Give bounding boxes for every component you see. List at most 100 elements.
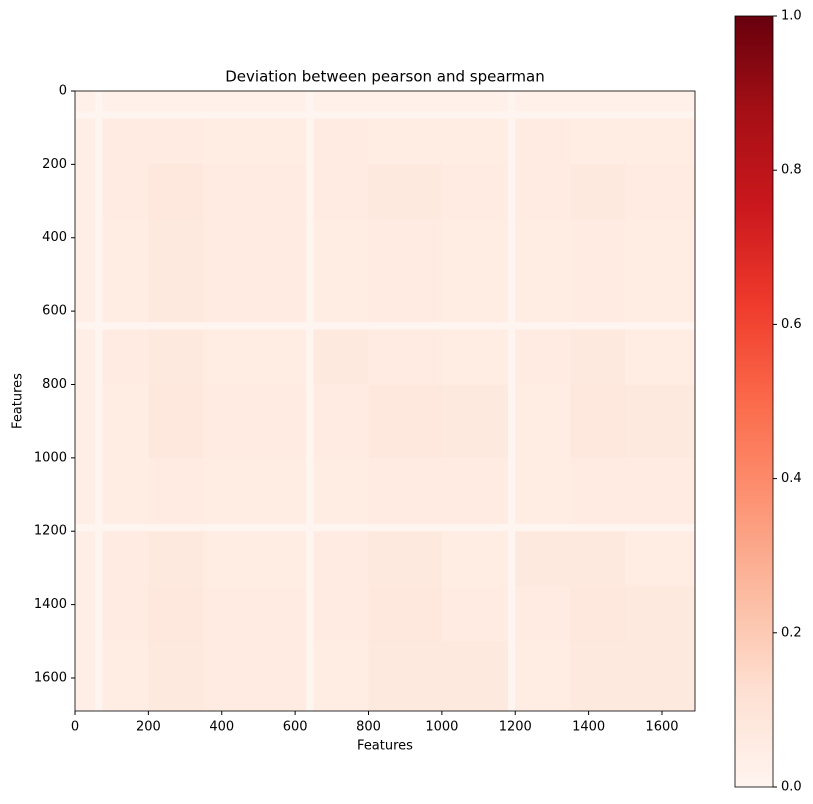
heatmap-cell (441, 641, 509, 712)
heatmap-cell (313, 641, 369, 712)
colorbar-tick-label: 0.6 (781, 317, 802, 332)
heatmap-cell (441, 164, 509, 220)
heatmap-cell (570, 322, 626, 330)
heatmap-cell (203, 586, 307, 642)
heatmap-cell (75, 111, 96, 119)
heatmap-cell (148, 118, 204, 165)
x-tick-label: 1600 (645, 720, 678, 735)
heatmap-cell (368, 322, 443, 330)
heatmap-cell (507, 531, 516, 587)
heatmap-cell (306, 219, 314, 323)
chart-title: Deviation between pearson and spearman (225, 68, 544, 86)
heatmap-cell (203, 118, 307, 165)
heatmap-cell (95, 219, 103, 323)
heatmap-cell (441, 384, 509, 459)
heatmap-cell (203, 91, 307, 112)
heatmap-cell (306, 457, 314, 525)
x-tick-label: 1400 (572, 720, 605, 735)
heatmap-cell (441, 219, 509, 323)
heatmap-cell (507, 523, 516, 532)
y-tick-label: 1200 (34, 524, 67, 539)
x-tick-label: 600 (283, 720, 308, 735)
colorbar (734, 15, 774, 788)
heatmap-cell (306, 531, 314, 587)
heatmap-cell (625, 523, 696, 532)
y-tick-label: 600 (42, 304, 67, 319)
heatmap-cell (507, 164, 516, 220)
heatmap-cell (102, 523, 149, 532)
heatmap-cell (441, 457, 509, 525)
y-tick-label: 1400 (34, 597, 67, 612)
heatmap-cell (95, 329, 103, 385)
heatmap-cell (75, 523, 96, 532)
heatmap-cell (102, 111, 149, 119)
heatmap-cell (148, 531, 204, 587)
heatmap-cell (95, 164, 103, 220)
heatmap-cell (570, 531, 626, 587)
y-tick-label: 400 (42, 230, 67, 245)
heatmap-cell (313, 118, 369, 165)
heatmap-cell (313, 523, 369, 532)
x-tick-label: 1000 (425, 720, 458, 735)
heatmap-cell (515, 111, 571, 119)
heatmap-cell (368, 641, 443, 712)
heatmap-cell (313, 531, 369, 587)
heatmap-cell (441, 531, 509, 587)
heatmap-cell (313, 111, 369, 119)
heatmap-cell (95, 111, 103, 119)
heatmap-cell (441, 322, 509, 330)
heatmap-cell (203, 384, 307, 459)
heatmap-cell (507, 111, 516, 119)
heatmap-cell (148, 164, 204, 220)
heatmap-cell (570, 457, 626, 525)
heatmap-cell (203, 641, 307, 712)
heatmap-cell (570, 91, 626, 112)
heatmap-cell (102, 91, 149, 112)
heatmap-cell (95, 384, 103, 459)
heatmap-cell (507, 219, 516, 323)
heatmap-cell (75, 329, 96, 385)
x-tick-label: 1200 (499, 720, 532, 735)
y-axis-label: Features (11, 373, 26, 429)
heatmap-cell (95, 641, 103, 712)
heatmap-cell (625, 384, 696, 459)
x-tick-label: 800 (356, 720, 381, 735)
colorbar-tick-label: 1.0 (781, 9, 802, 24)
heatmap-cell (306, 322, 314, 330)
heatmap-cell (102, 322, 149, 330)
x-tick-label: 200 (136, 720, 161, 735)
heatmap-cell (625, 457, 696, 525)
heatmap-cell (102, 329, 149, 385)
heatmap-cell (95, 586, 103, 642)
heatmap-cell (368, 164, 443, 220)
heatmap-cell (625, 586, 696, 642)
heatmap-cell (515, 322, 571, 330)
heatmap-cell (148, 219, 204, 323)
y-tick-label: 1600 (34, 670, 67, 685)
heatmap-cell (507, 457, 516, 525)
heatmap-cell (306, 118, 314, 165)
heatmap-cell (313, 164, 369, 220)
heatmap-cell (441, 118, 509, 165)
heatmap-cell (203, 457, 307, 525)
heatmap-cell (95, 322, 103, 330)
heatmap-cell (102, 384, 149, 459)
colorbar-tick-label: 0.0 (781, 780, 802, 795)
heatmap-cell (368, 586, 443, 642)
heatmap-cell (368, 384, 443, 459)
heatmap-cell (515, 531, 571, 587)
heatmap-cell (515, 91, 571, 112)
heatmap-cell (306, 523, 314, 532)
heatmap-cell (95, 118, 103, 165)
heatmap-cell (102, 457, 149, 525)
heatmap-cell (515, 586, 571, 642)
heatmap-cell (441, 91, 509, 112)
heatmap-cell (203, 329, 307, 385)
heatmap-cell (441, 111, 509, 119)
heatmap-cell (203, 219, 307, 323)
heatmap-cell (570, 641, 626, 712)
heatmap-cell (570, 586, 626, 642)
heatmap-cell (368, 91, 443, 112)
heatmap-cell (507, 329, 516, 385)
